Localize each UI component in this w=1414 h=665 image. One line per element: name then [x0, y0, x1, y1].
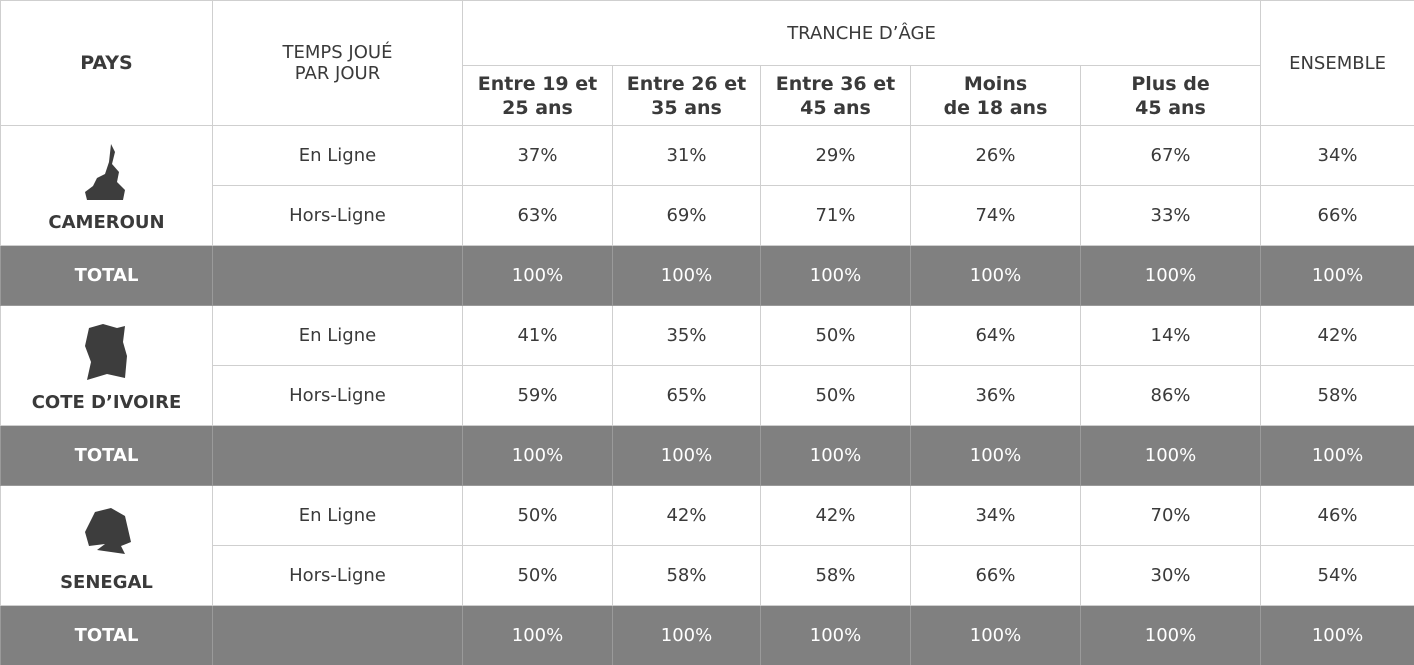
total-row: TOTAL 100% 100% 100% 100% 100% 100% — [0, 605, 1414, 665]
country-name: CAMEROUN — [48, 212, 165, 233]
value-cell: 100% — [1079, 605, 1262, 665]
value-cell: 100% — [910, 605, 1081, 665]
country-icon — [1, 502, 212, 562]
empty-cell — [212, 605, 463, 665]
header-row: PAYS TEMPS JOUÉ PAR JOUR TRANCHE D’ÂGE ENSE… — [0, 0, 1414, 126]
total-label: TOTAL — [0, 425, 213, 486]
value-cell: 33% — [1079, 185, 1262, 246]
value-cell: 46% — [1260, 485, 1414, 546]
value-cell: 100% — [612, 245, 761, 306]
value-cell: 70% — [1079, 485, 1262, 546]
value-cell: 54% — [1260, 545, 1414, 606]
value-cell: 64% — [910, 305, 1081, 366]
value-cell: 30% — [1079, 545, 1262, 606]
total-label: TOTAL — [0, 605, 213, 665]
data-row: Hors-Ligne 50% 58% 58% 66% 30% 54% — [1, 545, 1414, 606]
country-cell: CAMEROUN — [0, 125, 213, 246]
row-label: Hors-Ligne — [212, 365, 463, 426]
value-cell: 31% — [612, 125, 761, 186]
value-cell: 42% — [1260, 305, 1414, 366]
data-row: SENEGAL En Ligne 50% 42% 42% 34% 70% 46% — [0, 485, 1414, 606]
value-cell: 100% — [910, 245, 1081, 306]
value-cell: 26% — [910, 125, 1081, 186]
value-cell: 29% — [760, 125, 911, 186]
header-cell: Plus de 45 ans — [1079, 65, 1262, 126]
value-cell: 65% — [612, 365, 761, 426]
value-cell: 42% — [760, 485, 911, 546]
value-cell: 41% — [462, 305, 613, 366]
data-row: COTE D’IVOIRE En Ligne 41% 35% 50% 64% 14% 42% — [0, 305, 1414, 426]
value-cell: 14% — [1079, 305, 1262, 366]
value-cell: 100% — [462, 245, 613, 306]
value-cell: 50% — [760, 365, 911, 426]
value-cell: 100% — [1260, 245, 1414, 306]
empty-cell — [212, 245, 463, 306]
value-cell: 67% — [1079, 125, 1262, 186]
value-cell: 58% — [612, 545, 761, 606]
row-label: En Ligne — [212, 485, 463, 546]
value-cell: 37% — [462, 125, 613, 186]
value-cell: 100% — [760, 605, 911, 665]
value-cell: 34% — [910, 485, 1081, 546]
value-cell: 100% — [910, 425, 1081, 486]
country-name: SENEGAL — [60, 572, 153, 593]
header-cell: Entre 19 et 25 ans — [462, 65, 613, 126]
value-cell: 50% — [462, 545, 613, 606]
value-cell: 100% — [612, 605, 761, 665]
row-label: En Ligne — [212, 125, 463, 186]
country-icon — [1, 142, 212, 202]
row-label: En Ligne — [212, 305, 463, 366]
value-cell: 63% — [462, 185, 613, 246]
value-cell: 74% — [910, 185, 1081, 246]
header-cell: ENSEMBLE — [1260, 0, 1414, 126]
value-cell: 34% — [1260, 125, 1414, 186]
value-cell: 100% — [1079, 425, 1262, 486]
value-cell: 100% — [760, 245, 911, 306]
value-cell: 100% — [1260, 425, 1414, 486]
value-cell: 35% — [612, 305, 761, 366]
empty-cell — [212, 425, 463, 486]
value-cell: 100% — [760, 425, 911, 486]
header-cell: PAYS — [0, 0, 213, 126]
header-cell: Entre 26 et 35 ans — [612, 65, 761, 126]
total-row: TOTAL 100% 100% 100% 100% 100% 100% — [0, 425, 1414, 486]
value-cell: 58% — [760, 545, 911, 606]
value-cell: 36% — [910, 365, 1081, 426]
country-icon — [1, 322, 212, 382]
value-cell: 69% — [612, 185, 761, 246]
data-row: Hors-Ligne 59% 65% 50% 36% 86% 58% — [1, 365, 1414, 426]
value-cell: 42% — [612, 485, 761, 546]
value-cell: 59% — [462, 365, 613, 426]
row-label: Hors-Ligne — [212, 545, 463, 606]
value-cell: 100% — [462, 605, 613, 665]
value-cell: 100% — [1079, 245, 1262, 306]
value-cell: 71% — [760, 185, 911, 246]
header-cell: TRANCHE D’ÂGE — [461, 0, 1262, 66]
data-row: Hors-Ligne 63% 69% 71% 74% 33% 66% — [1, 185, 1414, 246]
header-cell: Entre 36 et 45 ans — [760, 65, 911, 126]
header-cell: TEMPS JOUÉ PAR JOUR — [212, 0, 463, 126]
value-cell: 100% — [462, 425, 613, 486]
value-cell: 86% — [1079, 365, 1262, 426]
country-cell: SENEGAL — [0, 485, 213, 606]
value-cell: 100% — [612, 425, 761, 486]
value-cell: 50% — [462, 485, 613, 546]
value-cell: 66% — [1260, 185, 1414, 246]
row-label: Hors-Ligne — [212, 185, 463, 246]
data-row: CAMEROUN En Ligne 37% 31% 29% 26% 67% 34% — [0, 125, 1414, 246]
value-cell: 100% — [1260, 605, 1414, 665]
total-row: TOTAL 100% 100% 100% 100% 100% 100% — [0, 245, 1414, 306]
total-label: TOTAL — [0, 245, 213, 306]
value-cell: 50% — [760, 305, 911, 366]
header-cell: Moins de 18 ans — [910, 65, 1081, 126]
value-cell: 66% — [910, 545, 1081, 606]
value-cell: 58% — [1260, 365, 1414, 426]
country-cell: COTE D’IVOIRE — [0, 305, 213, 426]
country-name: COTE D’IVOIRE — [31, 392, 182, 413]
